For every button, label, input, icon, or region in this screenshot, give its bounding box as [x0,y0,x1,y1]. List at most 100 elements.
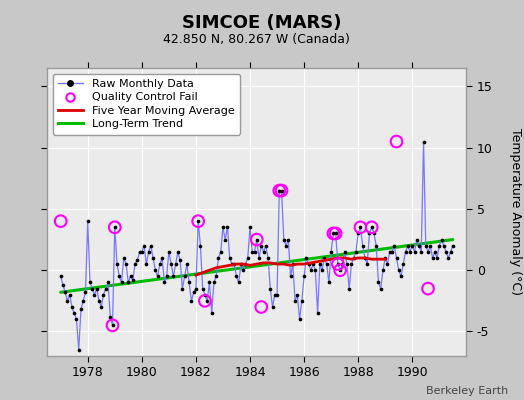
Point [66,292,74,298]
Point [361,255,369,261]
Point [428,255,436,261]
Point [379,267,387,274]
Point [261,242,270,249]
Point [354,230,363,237]
Point [343,261,351,267]
Point [160,279,169,286]
Point [90,292,99,298]
Point [372,242,380,249]
Point [392,255,401,261]
Point [259,249,268,255]
Point [135,249,144,255]
Point [315,261,324,267]
Text: SIMCOE (MARS): SIMCOE (MARS) [182,14,342,32]
Point [386,249,394,255]
Point [149,255,157,261]
Point [79,298,88,304]
Point [403,242,412,249]
Point [383,261,391,267]
Point [264,255,272,261]
Point [59,282,67,288]
Point [178,285,187,292]
Point [341,249,349,255]
Point [270,292,279,298]
Point [320,255,329,261]
Point [196,242,204,249]
Point [322,261,331,267]
Point [282,242,290,249]
Point [113,261,121,267]
Point [108,322,117,328]
Point [440,242,448,249]
Point [97,304,105,310]
Point [88,285,96,292]
Point [444,255,453,261]
Point [399,261,408,267]
Point [131,261,139,267]
Point [199,285,207,292]
Point [208,310,216,316]
Point [253,236,261,243]
Point [287,273,295,280]
Point [126,273,135,280]
Point [95,298,103,304]
Point [325,279,333,286]
Point [156,261,164,267]
Point [57,218,65,224]
Point [304,261,313,267]
Point [332,230,340,237]
Point [435,242,443,249]
Point [275,187,283,194]
Point [117,279,126,286]
Point [237,261,245,267]
Point [194,218,202,224]
Point [225,255,234,261]
Point [347,261,356,267]
Point [293,292,301,298]
Point [187,298,195,304]
Point [190,289,198,296]
Point [81,289,90,296]
Point [424,249,432,255]
Point [412,236,421,243]
Point [307,267,315,274]
Point [284,236,292,243]
Point [442,249,450,255]
Point [422,242,430,249]
Point [93,285,101,292]
Point [221,236,230,243]
Point [433,255,441,261]
Point [246,224,254,230]
Point [309,261,318,267]
Point [158,255,166,261]
Point [205,279,214,286]
Point [311,267,320,274]
Point [356,224,365,230]
Point [268,304,277,310]
Point [356,224,365,230]
Point [228,261,236,267]
Point [230,261,238,267]
Point [280,236,288,243]
Point [277,187,286,194]
Point [275,187,283,194]
Point [214,255,223,261]
Point [397,273,405,280]
Point [367,224,376,230]
Point [142,261,150,267]
Point [212,273,221,280]
Point [124,279,133,286]
Point [201,292,209,298]
Point [350,255,358,261]
Point [365,230,374,237]
Point [180,273,189,280]
Point [426,242,434,249]
Point [298,298,306,304]
Point [86,279,94,286]
Point [106,314,114,320]
Point [250,249,259,255]
Point [216,249,225,255]
Point [257,304,266,310]
Point [406,249,414,255]
Point [203,298,211,304]
